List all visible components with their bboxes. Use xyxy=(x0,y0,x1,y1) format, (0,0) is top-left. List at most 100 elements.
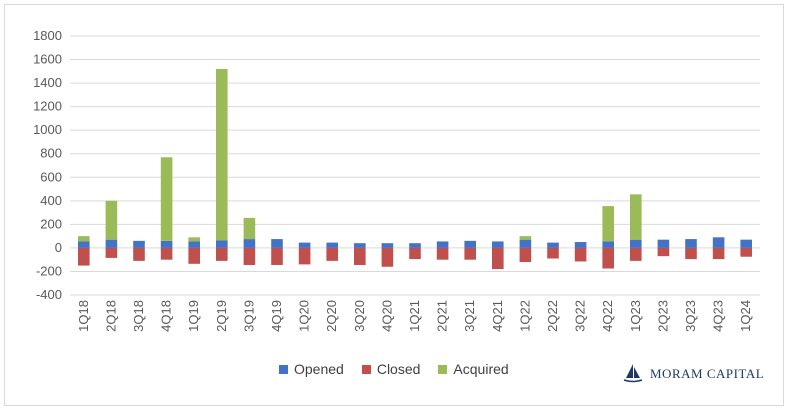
x-tick-label: 3Q23 xyxy=(683,300,698,332)
legend-swatch-opened xyxy=(279,364,288,374)
bar-opened xyxy=(105,239,118,248)
bar-opened xyxy=(464,240,476,248)
bar-opened xyxy=(657,239,670,248)
bar-closed xyxy=(160,247,173,260)
legend-item-acquired: Acquired xyxy=(438,361,509,377)
x-tick-label: 1Q21 xyxy=(407,300,422,332)
bar-opened xyxy=(602,241,614,248)
bar-opened xyxy=(216,240,228,248)
x-tick-label: 3Q21 xyxy=(462,300,477,332)
bar-closed xyxy=(354,247,366,265)
legend-label-opened: Opened xyxy=(294,361,344,377)
y-tick-label: 1800 xyxy=(33,28,62,43)
bar-acquired xyxy=(519,236,532,240)
bar-opened xyxy=(547,242,559,248)
x-tick-label: 1Q20 xyxy=(297,300,312,332)
bar-closed xyxy=(105,247,118,258)
bar-closed xyxy=(630,247,642,261)
bar-closed xyxy=(271,247,283,265)
y-tick-label: 200 xyxy=(40,216,62,231)
x-tick-label: 4Q20 xyxy=(379,300,394,332)
bar-opened xyxy=(409,243,421,248)
x-tick-label: 2Q23 xyxy=(655,300,670,332)
bar-opened xyxy=(354,243,366,248)
bar-closed xyxy=(381,247,394,267)
legend-label-acquired: Acquired xyxy=(453,361,509,377)
bar-opened xyxy=(436,241,449,248)
bar-acquired xyxy=(630,194,642,240)
bar-closed xyxy=(78,247,90,266)
y-tick-label: 1000 xyxy=(33,122,62,137)
x-tick-label: 1Q22 xyxy=(517,300,532,332)
chart-legend: Opened Closed Acquired xyxy=(279,361,509,377)
bar-closed xyxy=(243,247,256,265)
bar-closed xyxy=(326,247,338,261)
bar-opened xyxy=(78,241,90,248)
bar-closed xyxy=(685,247,697,260)
bar-closed xyxy=(657,247,670,257)
bar-closed xyxy=(436,247,449,260)
x-tick-label: 1Q19 xyxy=(186,300,201,332)
sailboat-icon xyxy=(623,364,643,383)
bar-opened xyxy=(630,239,642,248)
bar-opened xyxy=(133,240,145,248)
bar-closed xyxy=(602,247,614,269)
y-tick-label: 800 xyxy=(40,146,62,161)
x-tick-label: 3Q20 xyxy=(352,300,367,332)
bar-acquired xyxy=(188,237,200,242)
logo-text: MORAM CAPITAL xyxy=(650,366,765,381)
y-tick-label: 400 xyxy=(40,193,62,208)
bar-opened xyxy=(188,241,200,248)
bar-acquired xyxy=(602,206,614,242)
bar-acquired xyxy=(243,217,256,240)
bar-closed xyxy=(519,247,532,263)
bar-acquired xyxy=(105,200,118,240)
bar-opened xyxy=(740,239,752,248)
x-tick-label: 1Q18 xyxy=(76,300,91,332)
bar-opened xyxy=(243,239,256,248)
y-tick-label: 1600 xyxy=(33,52,62,67)
bar-closed xyxy=(547,247,559,259)
legend-label-closed: Closed xyxy=(376,361,421,377)
bar-closed xyxy=(133,247,145,261)
y-tick-label: -400 xyxy=(36,287,62,302)
x-tick-label: 2Q19 xyxy=(214,300,229,332)
company-logo: MORAM CAPITAL xyxy=(622,362,764,384)
y-tick-label: -200 xyxy=(36,263,62,278)
x-tick-label: 4Q23 xyxy=(711,300,726,332)
bar-closed xyxy=(464,247,476,260)
legend-item-closed: Closed xyxy=(361,361,421,377)
x-tick-label: 3Q19 xyxy=(241,300,256,332)
x-tick-label: 4Q18 xyxy=(159,300,174,332)
x-tick-label: 1Q23 xyxy=(628,300,643,332)
y-tick-label: 600 xyxy=(40,169,62,184)
legend-swatch-closed xyxy=(361,364,371,374)
bar-acquired xyxy=(160,157,173,241)
bar-opened xyxy=(326,242,338,248)
bar-closed xyxy=(216,247,228,261)
bar-opened xyxy=(519,239,532,248)
bar-acquired xyxy=(216,68,228,241)
x-tick-label: 4Q21 xyxy=(490,300,505,332)
x-tick-label: 2Q22 xyxy=(545,300,560,332)
bar-closed xyxy=(712,247,725,260)
x-tick-label: 3Q22 xyxy=(573,300,588,332)
chart-frame xyxy=(4,4,784,406)
x-tick-label: 2Q20 xyxy=(324,300,339,332)
bar-closed xyxy=(740,247,752,257)
x-tick-label: 3Q18 xyxy=(131,300,146,332)
x-tick-label: 2Q21 xyxy=(435,300,450,332)
x-tick-label: 2Q18 xyxy=(103,300,118,332)
bar-closed xyxy=(492,247,504,270)
bar-closed xyxy=(409,247,421,260)
bar-opened xyxy=(574,242,587,248)
y-tick-label: 0 xyxy=(55,240,62,255)
bar-opened xyxy=(160,240,173,248)
bar-opened xyxy=(492,241,504,248)
bar-opened xyxy=(381,243,394,248)
x-tick-label: 1Q24 xyxy=(738,300,753,332)
bar-opened xyxy=(298,242,311,248)
bar-closed xyxy=(298,247,311,265)
bar-acquired xyxy=(78,236,90,242)
